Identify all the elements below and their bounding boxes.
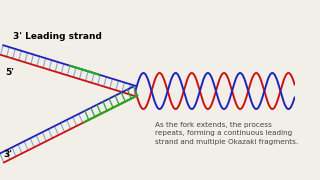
Text: As the fork extends, the process
repeats, forming a continuous leading
strand an: As the fork extends, the process repeats… xyxy=(155,122,298,145)
Text: 3': 3' xyxy=(4,150,13,159)
Text: 5': 5' xyxy=(5,68,14,77)
Text: 3' Leading strand: 3' Leading strand xyxy=(13,32,102,41)
